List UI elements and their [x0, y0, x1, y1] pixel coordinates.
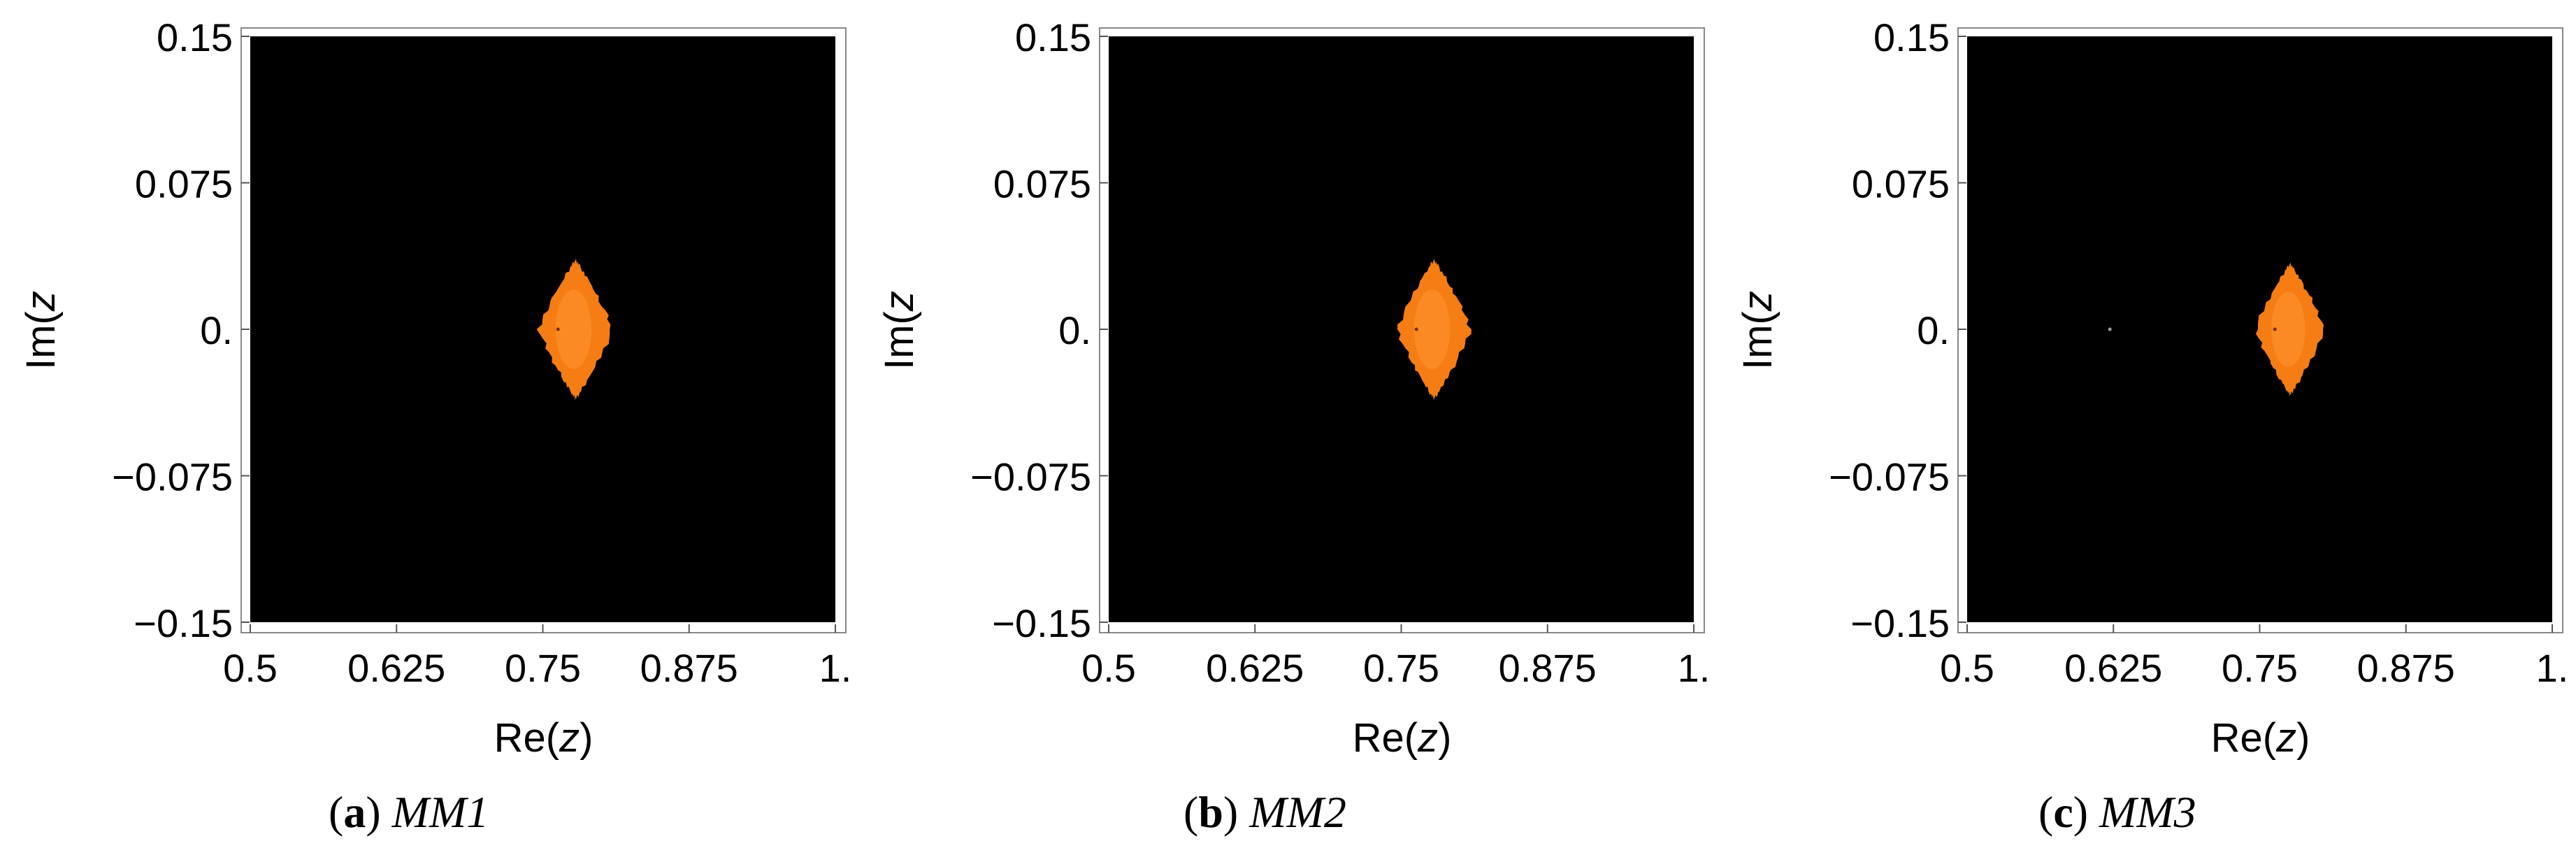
- ytick-label-a-0: 0.15: [157, 15, 233, 59]
- y-axis-label-a: Im(z: [18, 291, 64, 370]
- caption-b: (b) MM2: [1183, 787, 1346, 837]
- ytick-label-c-4: −0.15: [1850, 601, 1950, 645]
- xtick-label-b-4: 1.: [1678, 646, 1711, 690]
- caption-c: (c) MM3: [2038, 787, 2196, 837]
- xtick-label-a-2: 0.75: [505, 646, 581, 690]
- ytick-label-c-0: 0.15: [1873, 15, 1950, 59]
- xtick-label-c-3: 0.875: [2357, 646, 2455, 690]
- ytick-label-b-1: 0.075: [993, 162, 1091, 206]
- xtick-label-b-2: 0.75: [1363, 646, 1439, 690]
- basin-core-c: [2271, 292, 2305, 367]
- xtick-label-b-1: 0.625: [1206, 646, 1304, 690]
- basin-core-b: [1413, 289, 1451, 369]
- basin-core-a: [555, 289, 592, 369]
- ytick-label-b-2: 0.: [1058, 308, 1091, 352]
- x-axis-label-c: Re(z): [2211, 715, 2310, 761]
- caption-name-c: MM3: [2099, 787, 2196, 837]
- y-axis-label-b: Im(z: [877, 291, 922, 370]
- plot-svg-c: 0.15 0.075 0. −0.075 −0.150.5 0.625 0.75 0.875 1…: [1735, 15, 2569, 761]
- xtick-label-a-0: 0.5: [223, 646, 278, 690]
- caption-label-a: a: [343, 787, 366, 837]
- caption-label-b: b: [1198, 787, 1223, 837]
- ytick-label-c-3: −0.075: [1829, 455, 1950, 499]
- caption-a: (a) MM1: [329, 787, 489, 837]
- chart-panel-c: 0.15 0.075 0. −0.075 −0.15 0.5 0.625 0.75 0.875 1…: [1717, 0, 2575, 862]
- xtick-label-c-0: 0.5: [1940, 646, 1994, 690]
- ytick-label-b-4: −0.15: [992, 601, 1091, 645]
- fixed-point-c-0: [2273, 327, 2277, 331]
- ytick-label-c-2: 0.: [1917, 308, 1950, 352]
- caption-name-b: MM2: [1249, 787, 1346, 837]
- chart-panel-a: 0.15 0.075 0. −0.075 −0.15 0.5 0.625 0.75 0.875 1…: [0, 0, 858, 862]
- xtick-label-a-3: 0.875: [640, 646, 738, 690]
- xtick-label-c-1: 0.625: [2064, 646, 2162, 690]
- xtick-label-a-1: 0.625: [347, 646, 445, 690]
- xtick-label-a-4: 1.: [819, 646, 852, 690]
- chart-panel-b: 0.15 0.075 0. −0.075 −0.15 0.5 0.625 0.75 0.875 1…: [858, 0, 1717, 862]
- caption-name-a: MM1: [391, 787, 489, 837]
- xtick-label-b-3: 0.875: [1499, 646, 1597, 690]
- fixed-point-a-0: [556, 327, 560, 331]
- plot-svg-b: 0.15 0.075 0. −0.075 −0.150.5 0.625 0.75 0.875 1…: [877, 15, 1711, 761]
- ytick-label-a-1: 0.075: [135, 162, 233, 206]
- ytick-label-b-0: 0.15: [1015, 15, 1091, 59]
- ytick-label-a-2: 0.: [200, 308, 233, 352]
- ytick-label-a-4: −0.15: [134, 601, 233, 645]
- ytick-label-b-3: −0.075: [970, 455, 1091, 499]
- fixed-point-c-1: [2108, 327, 2112, 331]
- plot-svg-a: 0.15 0.075 0. −0.075 −0.150.5 0.625 0.75 0.875 1…: [18, 15, 852, 761]
- xtick-label-b-0: 0.5: [1081, 646, 1136, 690]
- ytick-label-a-3: −0.075: [112, 455, 233, 499]
- caption-label-c: c: [2053, 787, 2073, 837]
- x-axis-label-a: Re(z): [494, 715, 593, 761]
- ytick-label-c-1: 0.075: [1852, 162, 1950, 206]
- x-axis-label-b: Re(z): [1353, 715, 1452, 761]
- xtick-label-c-2: 0.75: [2222, 646, 2298, 690]
- y-axis-label-c: Im(z: [1735, 291, 1780, 370]
- fixed-point-b-0: [1414, 327, 1418, 331]
- xtick-label-c-4: 1.: [2536, 646, 2569, 690]
